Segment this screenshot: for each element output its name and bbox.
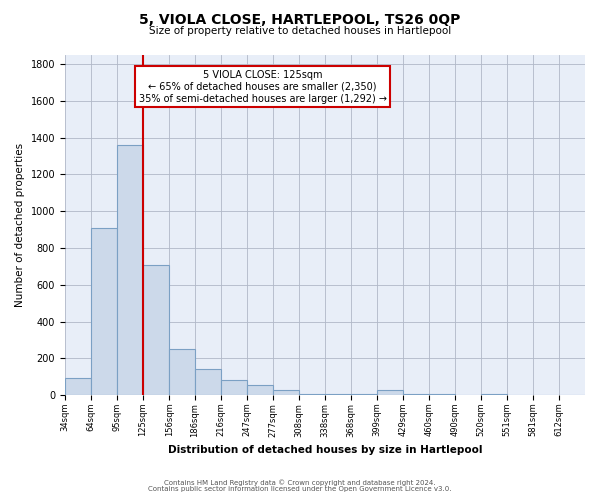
X-axis label: Distribution of detached houses by size in Hartlepool: Distribution of detached houses by size … (168, 445, 482, 455)
Bar (221, 380, 247, 395)
Bar (430, 394, 455, 395)
Bar (143, 264, 169, 395)
Bar (195, 370, 221, 395)
Bar (65, 378, 91, 395)
Bar (117, 145, 143, 395)
Bar (350, 394, 377, 395)
Text: Size of property relative to detached houses in Hartlepool: Size of property relative to detached ho… (149, 26, 451, 36)
Bar (273, 390, 299, 395)
Bar (299, 394, 325, 395)
Bar (91, 228, 117, 395)
Bar (169, 349, 195, 395)
Text: 5, VIOLA CLOSE, HARTLEPOOL, TS26 0QP: 5, VIOLA CLOSE, HARTLEPOOL, TS26 0QP (139, 12, 461, 26)
Bar (403, 394, 430, 395)
Y-axis label: Number of detached properties: Number of detached properties (15, 143, 25, 307)
Bar (247, 385, 273, 395)
Bar (481, 394, 507, 395)
Bar (325, 394, 350, 395)
Text: Contains HM Land Registry data © Crown copyright and database right 2024.
Contai: Contains HM Land Registry data © Crown c… (148, 479, 452, 492)
Text: 5 VIOLA CLOSE: 125sqm
← 65% of detached houses are smaller (2,350)
35% of semi-d: 5 VIOLA CLOSE: 125sqm ← 65% of detached … (139, 70, 386, 104)
Bar (377, 390, 403, 395)
